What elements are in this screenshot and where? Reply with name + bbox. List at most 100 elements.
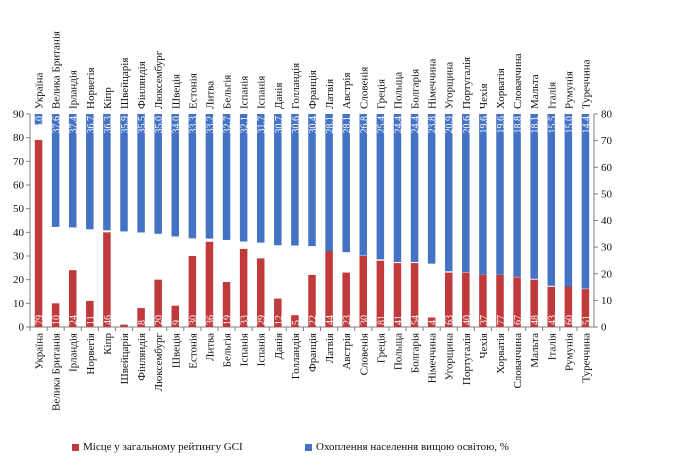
category-label-top: Франція (307, 70, 319, 109)
bar-coverage (222, 114, 231, 240)
data-label-rank: 40 (462, 315, 473, 325)
data-label-rank: 36 (205, 315, 216, 325)
data-label-rank: 4 (428, 320, 439, 325)
y-right-tick-label: 80 (601, 109, 613, 121)
bar-rank (154, 279, 162, 327)
category-label-bottom: Фінляндія (136, 333, 148, 381)
category-label-top: Бельгія (222, 75, 234, 109)
y-left-tick-label: 50 (13, 203, 25, 215)
y-right-tick-label: 20 (601, 268, 613, 280)
bar-rank (342, 272, 350, 327)
bar-coverage (51, 114, 60, 227)
data-label-rank: 19 (223, 315, 234, 325)
data-label-rank: 41 (393, 315, 404, 325)
bar-coverage (547, 114, 556, 286)
category-label-bottom: Бельгія (222, 333, 234, 367)
y-left-tick-label: 0 (19, 322, 25, 334)
category-label-top: Греція (375, 79, 387, 109)
data-label-coverage: 30.7 (274, 116, 285, 134)
bar-rank (547, 286, 556, 327)
data-label-coverage: 18.8 (513, 116, 524, 134)
data-label-coverage: 36.3 (103, 116, 114, 134)
bar-rank (51, 303, 60, 327)
y-left-tick-label: 30 (13, 251, 25, 263)
data-label-rank: 30 (188, 315, 199, 325)
bar-coverage (171, 114, 180, 237)
bar-rank (376, 260, 385, 327)
data-label-coverage: 26.8 (359, 116, 370, 134)
bar-coverage (530, 114, 538, 279)
category-label-top: Іспанія (239, 76, 251, 109)
category-label-bottom: Естонія (187, 333, 199, 369)
data-label-rank: 5 (291, 320, 302, 325)
category-label-bottom: Чехія (478, 333, 490, 359)
data-label-rank: 37 (479, 315, 490, 325)
category-label-top: Голландія (290, 63, 302, 109)
bar-coverage (291, 114, 299, 246)
data-label-coverage: 31.7 (257, 116, 268, 134)
category-label-top: Німеччина (427, 59, 439, 109)
bar-rank (462, 272, 470, 327)
data-label-rank: 67 (513, 315, 524, 325)
bar-coverage (86, 114, 94, 230)
category-label-bottom: Польща (392, 333, 404, 370)
data-label-rank: 44 (325, 315, 336, 325)
category-label-top: Хорватія (495, 68, 507, 109)
y-left-tick-label: 90 (13, 109, 25, 121)
category-label-top: Словаччина (512, 53, 524, 109)
data-label-rank: 51 (581, 315, 592, 325)
bar-rank (410, 263, 419, 327)
data-label-coverage: 24.4 (411, 116, 422, 134)
data-label-coverage: 32.1 (240, 116, 251, 134)
category-label-bottom: Кіпр (102, 333, 114, 355)
data-label-rank: 9 (171, 320, 182, 325)
bar-coverage (496, 114, 504, 275)
bar-rank (274, 298, 282, 327)
data-label-rank: 81 (376, 315, 387, 325)
category-label-bottom: Латвія (324, 333, 336, 363)
bar-rank (530, 279, 538, 327)
marks (34, 114, 590, 327)
legend-label-rank: Місце у загальному рейтингу GCI (83, 441, 243, 453)
category-label-top: Чехія (478, 83, 490, 109)
category-label-top: Україна (34, 73, 46, 109)
data-label-coverage: 34.0 (171, 116, 182, 134)
category-label-bottom: Німеччина (427, 333, 439, 383)
y-right-tick-label: 40 (601, 215, 613, 227)
category-label-bottom: Хорватія (495, 333, 507, 374)
bar-rank (103, 232, 111, 327)
data-label-rank: 33 (240, 315, 251, 325)
data-label-coverage: 19.6 (496, 116, 507, 134)
category-label-top: Фінляндія (136, 61, 148, 109)
category-label-bottom: Угорщина (444, 333, 456, 380)
y-left-tick-label: 10 (13, 298, 25, 310)
data-label-rank: 20 (154, 315, 165, 325)
category-label-top: Велика Британія (51, 31, 63, 109)
category-label-bottom: Словенія (358, 333, 370, 375)
bar-coverage (308, 114, 316, 247)
data-label-coverage: 30.6 (291, 116, 302, 134)
data-label-rank: 10 (52, 315, 63, 325)
bar-rank (222, 282, 231, 327)
y-right-tick-label: 60 (601, 162, 613, 174)
data-label-coverage: 20.6 (462, 116, 473, 134)
category-label-top: Австрія (341, 72, 353, 109)
bar-rank (444, 272, 453, 327)
category-label-bottom: Ірландія (68, 333, 80, 372)
category-label-bottom: Португалія (461, 333, 473, 385)
category-label-bottom: Італія (546, 333, 558, 360)
data-label-coverage: 20.9 (445, 116, 456, 134)
data-label-rank: 8 (137, 320, 148, 325)
data-label-coverage: 35.0 (154, 116, 165, 134)
data-label-rank: 11 (86, 315, 97, 325)
bar-rank (393, 263, 402, 327)
data-label-rank: 22 (308, 315, 319, 325)
category-label-bottom: Австрія (341, 333, 353, 370)
data-label-coverage: 30.4 (308, 116, 319, 134)
legend-swatch-coverage (305, 443, 312, 451)
data-label-rank: 54 (411, 315, 422, 325)
bar-coverage (103, 114, 111, 231)
bar-coverage (137, 114, 145, 233)
data-label-coverage: 25.4 (376, 116, 387, 134)
data-label-coverage: 36.7 (86, 116, 97, 134)
